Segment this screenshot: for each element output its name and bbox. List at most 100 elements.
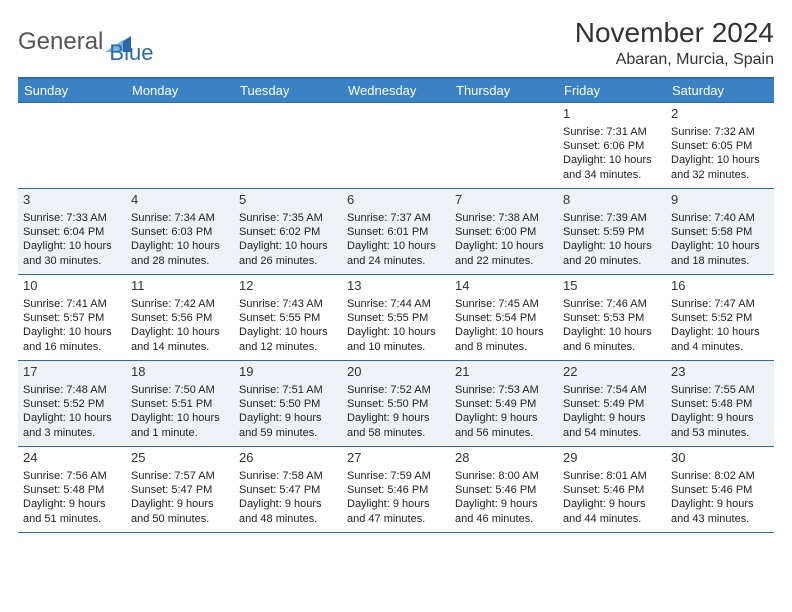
sunrise-line: Sunrise: 7:48 AM: [23, 383, 121, 397]
day-number: 3: [23, 192, 121, 209]
sunrise-line: Sunrise: 8:02 AM: [671, 469, 769, 483]
daylight-line: Daylight: 10 hours and 3 minutes.: [23, 411, 121, 440]
calendar-row: 17Sunrise: 7:48 AMSunset: 5:52 PMDayligh…: [18, 360, 774, 446]
day-number: 12: [239, 278, 337, 295]
sunrise-line: Sunrise: 7:35 AM: [239, 211, 337, 225]
daylight-line: Daylight: 10 hours and 20 minutes.: [563, 239, 661, 268]
day-number: 26: [239, 450, 337, 467]
calendar-cell: 16Sunrise: 7:47 AMSunset: 5:52 PMDayligh…: [666, 274, 774, 360]
daylight-line: Daylight: 10 hours and 34 minutes.: [563, 153, 661, 182]
daylight-line: Daylight: 10 hours and 1 minute.: [131, 411, 229, 440]
daylight-line: Daylight: 9 hours and 46 minutes.: [455, 497, 553, 526]
calendar-row: 1Sunrise: 7:31 AMSunset: 6:06 PMDaylight…: [18, 102, 774, 188]
sunset-line: Sunset: 5:46 PM: [563, 483, 661, 497]
calendar-cell: [18, 102, 126, 188]
calendar-cell: 7Sunrise: 7:38 AMSunset: 6:00 PMDaylight…: [450, 188, 558, 274]
day-number: 30: [671, 450, 769, 467]
day-number: 13: [347, 278, 445, 295]
calendar-row: 3Sunrise: 7:33 AMSunset: 6:04 PMDaylight…: [18, 188, 774, 274]
day-number: 25: [131, 450, 229, 467]
daylight-line: Daylight: 9 hours and 54 minutes.: [563, 411, 661, 440]
calendar-cell: 23Sunrise: 7:55 AMSunset: 5:48 PMDayligh…: [666, 360, 774, 446]
sunset-line: Sunset: 6:01 PM: [347, 225, 445, 239]
sunset-line: Sunset: 6:04 PM: [23, 225, 121, 239]
daylight-line: Daylight: 10 hours and 18 minutes.: [671, 239, 769, 268]
day-number: 29: [563, 450, 661, 467]
sunset-line: Sunset: 5:58 PM: [671, 225, 769, 239]
weekday-header: Thursday: [450, 78, 558, 103]
calendar-cell: 1Sunrise: 7:31 AMSunset: 6:06 PMDaylight…: [558, 102, 666, 188]
sunset-line: Sunset: 5:49 PM: [563, 397, 661, 411]
sunset-line: Sunset: 5:59 PM: [563, 225, 661, 239]
location: Abaran, Murcia, Spain: [575, 51, 774, 69]
daylight-line: Daylight: 9 hours and 44 minutes.: [563, 497, 661, 526]
day-number: 24: [23, 450, 121, 467]
day-number: 17: [23, 364, 121, 381]
sunrise-line: Sunrise: 7:37 AM: [347, 211, 445, 225]
daylight-line: Daylight: 10 hours and 30 minutes.: [23, 239, 121, 268]
calendar-cell: 10Sunrise: 7:41 AMSunset: 5:57 PMDayligh…: [18, 274, 126, 360]
calendar-table: SundayMondayTuesdayWednesdayThursdayFrid…: [18, 77, 774, 533]
sunset-line: Sunset: 6:03 PM: [131, 225, 229, 239]
calendar-cell: 5Sunrise: 7:35 AMSunset: 6:02 PMDaylight…: [234, 188, 342, 274]
daylight-line: Daylight: 9 hours and 50 minutes.: [131, 497, 229, 526]
sunset-line: Sunset: 5:51 PM: [131, 397, 229, 411]
calendar-cell: 4Sunrise: 7:34 AMSunset: 6:03 PMDaylight…: [126, 188, 234, 274]
sunset-line: Sunset: 5:52 PM: [671, 311, 769, 325]
day-number: 23: [671, 364, 769, 381]
calendar-cell: 6Sunrise: 7:37 AMSunset: 6:01 PMDaylight…: [342, 188, 450, 274]
sunset-line: Sunset: 5:46 PM: [455, 483, 553, 497]
weekday-header: Tuesday: [234, 78, 342, 103]
day-number: 19: [239, 364, 337, 381]
sunrise-line: Sunrise: 7:33 AM: [23, 211, 121, 225]
sunrise-line: Sunrise: 7:59 AM: [347, 469, 445, 483]
day-number: 9: [671, 192, 769, 209]
sunrise-line: Sunrise: 7:52 AM: [347, 383, 445, 397]
sunrise-line: Sunrise: 8:00 AM: [455, 469, 553, 483]
sunset-line: Sunset: 5:47 PM: [131, 483, 229, 497]
daylight-line: Daylight: 10 hours and 26 minutes.: [239, 239, 337, 268]
sunset-line: Sunset: 5:47 PM: [239, 483, 337, 497]
sunrise-line: Sunrise: 7:31 AM: [563, 125, 661, 139]
sunset-line: Sunset: 5:55 PM: [347, 311, 445, 325]
daylight-line: Daylight: 9 hours and 59 minutes.: [239, 411, 337, 440]
sunrise-line: Sunrise: 7:42 AM: [131, 297, 229, 311]
daylight-line: Daylight: 10 hours and 6 minutes.: [563, 325, 661, 354]
sunrise-line: Sunrise: 7:34 AM: [131, 211, 229, 225]
day-number: 7: [455, 192, 553, 209]
weekday-header: Friday: [558, 78, 666, 103]
daylight-line: Daylight: 10 hours and 24 minutes.: [347, 239, 445, 268]
day-number: 14: [455, 278, 553, 295]
sunrise-line: Sunrise: 7:53 AM: [455, 383, 553, 397]
sunset-line: Sunset: 5:46 PM: [347, 483, 445, 497]
weekday-header: Wednesday: [342, 78, 450, 103]
sunset-line: Sunset: 5:46 PM: [671, 483, 769, 497]
daylight-line: Daylight: 10 hours and 22 minutes.: [455, 239, 553, 268]
title-block: November 2024 Abaran, Murcia, Spain: [575, 18, 774, 69]
daylight-line: Daylight: 9 hours and 56 minutes.: [455, 411, 553, 440]
sunrise-line: Sunrise: 7:41 AM: [23, 297, 121, 311]
weekday-header: Sunday: [18, 78, 126, 103]
sunset-line: Sunset: 6:05 PM: [671, 139, 769, 153]
sunset-line: Sunset: 5:48 PM: [671, 397, 769, 411]
daylight-line: Daylight: 10 hours and 14 minutes.: [131, 325, 229, 354]
sunset-line: Sunset: 5:52 PM: [23, 397, 121, 411]
sunset-line: Sunset: 6:06 PM: [563, 139, 661, 153]
calendar-cell: 27Sunrise: 7:59 AMSunset: 5:46 PMDayligh…: [342, 446, 450, 532]
daylight-line: Daylight: 9 hours and 43 minutes.: [671, 497, 769, 526]
calendar-cell: 12Sunrise: 7:43 AMSunset: 5:55 PMDayligh…: [234, 274, 342, 360]
day-number: 27: [347, 450, 445, 467]
day-number: 21: [455, 364, 553, 381]
calendar-cell: 26Sunrise: 7:58 AMSunset: 5:47 PMDayligh…: [234, 446, 342, 532]
calendar-row: 10Sunrise: 7:41 AMSunset: 5:57 PMDayligh…: [18, 274, 774, 360]
sunrise-line: Sunrise: 7:57 AM: [131, 469, 229, 483]
calendar-cell: 9Sunrise: 7:40 AMSunset: 5:58 PMDaylight…: [666, 188, 774, 274]
sunset-line: Sunset: 5:48 PM: [23, 483, 121, 497]
day-number: 20: [347, 364, 445, 381]
sunrise-line: Sunrise: 7:45 AM: [455, 297, 553, 311]
sunset-line: Sunset: 6:02 PM: [239, 225, 337, 239]
sunset-line: Sunset: 5:50 PM: [239, 397, 337, 411]
weekday-header: Monday: [126, 78, 234, 103]
sunrise-line: Sunrise: 7:47 AM: [671, 297, 769, 311]
day-number: 16: [671, 278, 769, 295]
